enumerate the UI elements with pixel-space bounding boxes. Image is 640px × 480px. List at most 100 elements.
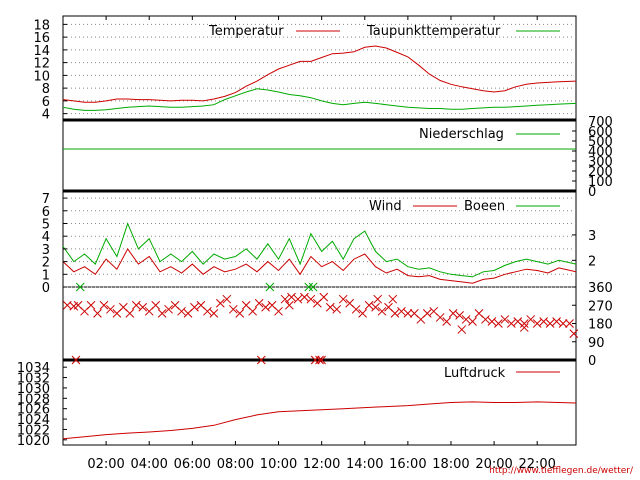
wind-direction-point xyxy=(468,317,477,326)
series-layer xyxy=(62,45,579,440)
wind-direction-point xyxy=(545,319,555,328)
wind-direction-point xyxy=(106,304,115,314)
series-line-wind xyxy=(62,247,577,284)
wind-direction-point xyxy=(317,355,327,365)
y-tick-label: 2 xyxy=(42,256,50,271)
y-tick-label: 18 xyxy=(33,18,50,33)
legend-boeen-label: Boeen xyxy=(464,199,505,214)
y2-tick-label: 2 xyxy=(588,254,596,269)
x-tick-label: 10:00 xyxy=(260,457,297,472)
wind-direction-point xyxy=(164,304,173,314)
wind-direction-point xyxy=(75,282,85,292)
wind-direction-point xyxy=(99,300,109,310)
y-tick-label: 14 xyxy=(33,44,50,59)
wind-direction-point xyxy=(222,294,232,304)
legend-luftdruck-label: Luftdruck xyxy=(444,366,506,381)
y2-tick-label: 3 xyxy=(588,229,596,244)
wind-direction-point xyxy=(228,304,238,314)
wind-direction-point xyxy=(351,304,361,314)
wind-direction-point xyxy=(248,306,258,316)
wind-direction-point xyxy=(442,317,452,326)
y-tick-label: 4 xyxy=(42,230,50,245)
legend-temperatur-label: Temperatur xyxy=(208,24,284,39)
x-tick-label: 06:00 xyxy=(174,457,211,472)
y-tick-label: 1028 xyxy=(17,392,50,407)
wind-direction-point xyxy=(519,323,529,332)
y-tick-label: 6 xyxy=(42,205,50,220)
y-tick-label: 1022 xyxy=(17,423,50,438)
wind-direction-point xyxy=(125,309,135,318)
wind-direction-point xyxy=(190,302,199,312)
wind-direction-point xyxy=(532,319,542,328)
wind-direction-point xyxy=(565,319,574,328)
series-line-luftdruck xyxy=(62,401,577,440)
y-tick-label: 1 xyxy=(42,268,50,283)
y2-tick-label: 600 xyxy=(588,125,613,140)
series-line-taupunkttemperatur xyxy=(62,88,577,111)
wind-direction-point xyxy=(293,294,303,304)
wind-direction-point xyxy=(397,306,406,316)
wind-direction-point xyxy=(86,300,96,310)
wind-direction-point xyxy=(364,300,374,310)
wind-direction-point xyxy=(235,309,245,318)
wind-direction-point xyxy=(371,302,380,312)
x-tick-label: 16:00 xyxy=(389,457,426,472)
y2-tick-label: 360 xyxy=(588,281,613,296)
wind-direction-point xyxy=(457,325,467,334)
wind-direction-point xyxy=(308,282,318,292)
x-tick-label: 12:00 xyxy=(303,457,340,472)
y-tick-label: 1032 xyxy=(17,372,50,387)
wind-direction-point xyxy=(93,309,102,318)
wind-direction-point xyxy=(274,306,283,316)
y2-tick-label: 200 xyxy=(588,165,613,180)
y2-tick-label: 270 xyxy=(588,299,613,314)
y2-tick-label: 0 xyxy=(588,354,596,369)
wind-direction-point xyxy=(71,355,81,365)
wind-direction-point xyxy=(310,355,320,365)
x-tick-label: 04:00 xyxy=(130,457,167,472)
wind-direction-point xyxy=(138,302,148,312)
wind-direction-point xyxy=(358,309,367,318)
wind-direction-point xyxy=(388,294,398,304)
y-tick-label: 10 xyxy=(33,69,50,84)
wind-direction-point xyxy=(287,292,296,302)
wind-direction-point xyxy=(300,292,309,302)
y-tick-label: 4 xyxy=(42,108,50,123)
legend-niederschlag-label: Niederschlag xyxy=(419,127,504,142)
wind-direction-point xyxy=(403,309,413,318)
credit-url: http://www.tiefflegen.de/wetter/ xyxy=(489,466,634,476)
x-tick-label: 08:00 xyxy=(217,457,254,472)
wind-direction-point xyxy=(209,309,219,318)
y2-tick-label: 90 xyxy=(588,336,605,351)
wind-direction-point xyxy=(203,306,212,316)
y-tick-label: 6 xyxy=(42,95,50,110)
wind-direction-point xyxy=(569,329,579,338)
y-tick-label: 1024 xyxy=(17,413,50,428)
wind-direction-point xyxy=(332,304,342,314)
x-tick-label: 14:00 xyxy=(346,457,383,472)
wind-direction-point xyxy=(157,309,167,318)
wind-direction-point xyxy=(315,355,324,365)
wind-direction-point xyxy=(338,294,348,304)
wind-direction-point xyxy=(377,306,387,316)
wind-direction-point xyxy=(506,319,516,328)
wind-direction-point xyxy=(494,319,503,328)
wind-direction-point xyxy=(280,294,290,304)
wind-direction-point xyxy=(304,282,314,292)
wind-direction-point xyxy=(461,315,471,324)
wind-direction-point xyxy=(215,298,225,308)
y-tick-label: 3 xyxy=(42,243,50,258)
wind-direction-point xyxy=(265,282,275,292)
wind-direction-point xyxy=(500,315,510,324)
y2-tick-label: 500 xyxy=(588,135,613,150)
wind-direction-point xyxy=(455,311,464,320)
wind-direction-point xyxy=(256,355,266,365)
wind-direction-point xyxy=(261,302,270,312)
y-tick-label: 8 xyxy=(42,82,50,97)
wind-direction-point xyxy=(422,309,432,318)
y2-tick-label: 0 xyxy=(588,185,596,200)
series-line-boeen xyxy=(62,222,577,278)
y-tick-label: 16 xyxy=(33,31,50,46)
wind-direction-point xyxy=(325,302,335,312)
